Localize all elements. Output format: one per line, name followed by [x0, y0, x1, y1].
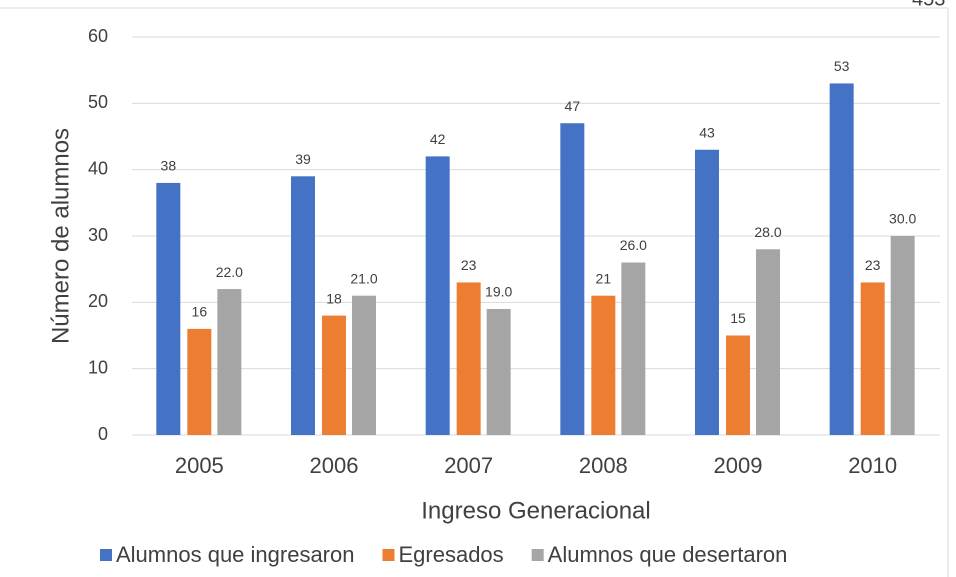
bar	[726, 335, 750, 435]
y-tick-label: 40	[88, 158, 108, 178]
y-tick-label: 20	[88, 291, 108, 311]
bar	[187, 328, 212, 435]
legend-swatch	[531, 549, 544, 561]
data-label: 21.0	[350, 270, 377, 286]
data-label: 30.0	[889, 211, 916, 227]
y-tick-label: 60	[88, 26, 108, 46]
bar	[695, 149, 719, 435]
data-label: 23	[461, 257, 477, 273]
x-tick-label: 2005	[175, 453, 224, 478]
bar	[352, 295, 376, 435]
bar	[621, 262, 646, 435]
y-tick-label: 30	[88, 225, 108, 245]
legend-swatch	[100, 549, 112, 561]
data-label: 39	[295, 151, 311, 167]
legend-label: Egresados	[398, 542, 503, 567]
bar	[829, 83, 854, 435]
legend-label: Alumnos que desertaron	[548, 542, 788, 567]
data-label: 21	[596, 270, 612, 286]
data-label: 15	[730, 310, 746, 326]
data-label: 43	[699, 124, 715, 140]
data-label: 18	[326, 290, 342, 306]
data-label: 26.0	[620, 237, 647, 253]
bar	[322, 315, 346, 435]
bar	[291, 176, 315, 436]
bar	[217, 289, 242, 435]
x-tick-label: 2008	[579, 453, 628, 478]
page-number: 453	[912, 0, 945, 10]
data-label: 42	[430, 131, 446, 147]
bar	[860, 282, 885, 435]
y-tick-label: 10	[88, 357, 108, 377]
bar	[591, 295, 616, 435]
y-tick-label: 0	[98, 424, 108, 444]
data-label: 38	[161, 158, 177, 174]
bar	[560, 123, 585, 435]
bar	[756, 249, 780, 435]
data-label: 47	[565, 98, 581, 114]
bar	[486, 308, 511, 435]
bar	[456, 282, 481, 435]
x-tick-label: 2006	[310, 453, 359, 478]
x-tick-label: 2010	[848, 453, 897, 478]
y-axis-title: Número de alumnos	[47, 128, 74, 344]
bar	[156, 182, 181, 435]
data-label: 53	[834, 58, 850, 74]
x-tick-label: 2009	[714, 453, 763, 478]
x-axis-title: Ingreso Generacional	[421, 497, 650, 524]
y-tick-label: 50	[88, 92, 108, 112]
data-label: 23	[865, 257, 881, 273]
legend-label: Alumnos que ingresaron	[116, 542, 354, 567]
x-tick-label: 2007	[444, 453, 493, 478]
bar	[890, 236, 915, 435]
data-label: 28.0	[754, 224, 781, 240]
legend-swatch	[382, 549, 395, 561]
data-label: 22.0	[216, 264, 243, 280]
data-label: 16	[192, 304, 208, 320]
bar	[425, 156, 450, 435]
data-label: 19.0	[485, 284, 512, 300]
